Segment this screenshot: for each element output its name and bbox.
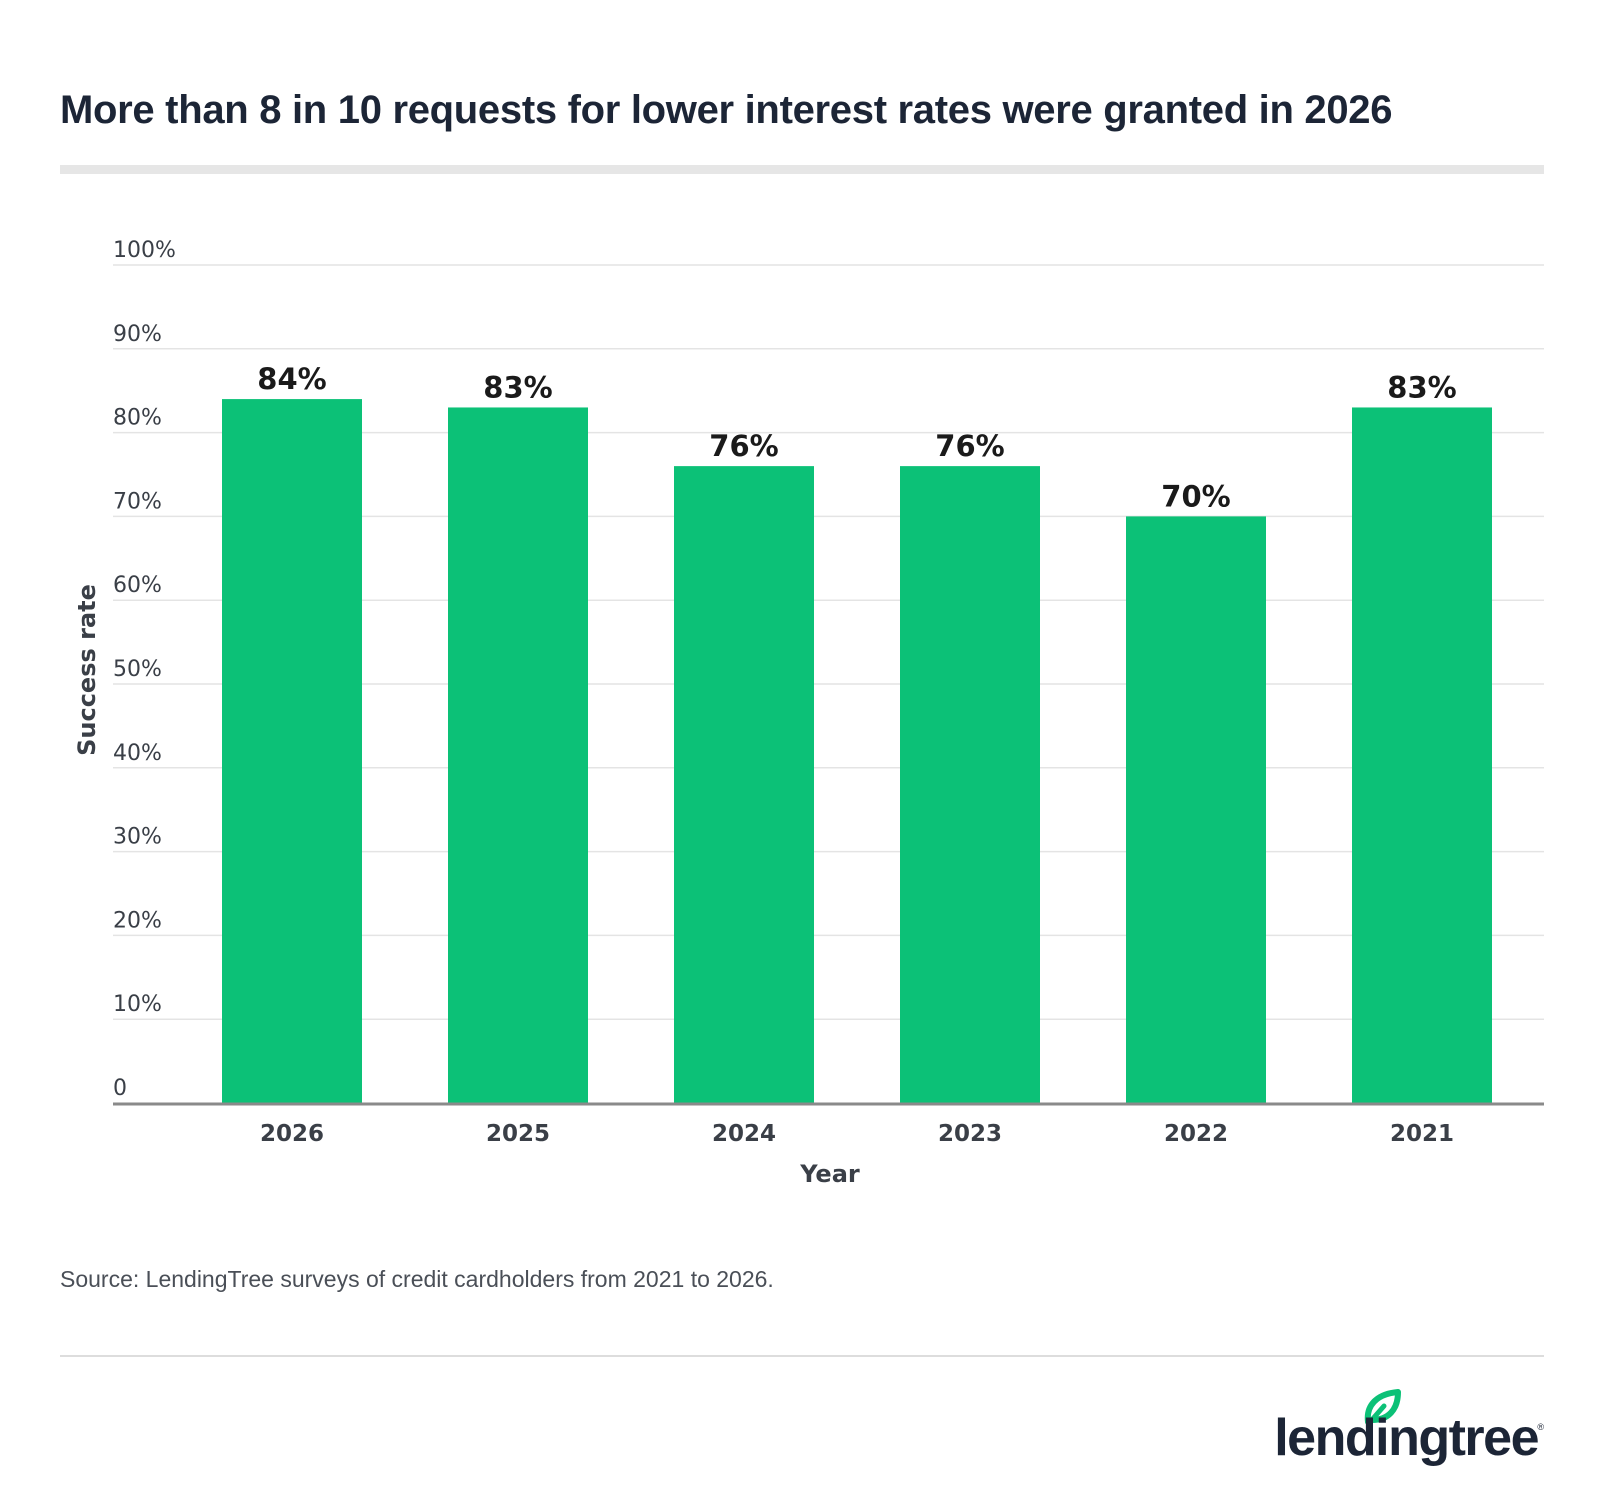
x-tick-label-2021: 2021 <box>1390 1121 1454 1147</box>
y-tick-label: 90% <box>113 322 162 347</box>
title-divider <box>60 165 1544 174</box>
bar-2021 <box>1352 407 1492 1104</box>
x-tick-label-2022: 2022 <box>1164 1121 1228 1147</box>
y-tick-label: 10% <box>113 992 162 1017</box>
y-tick-label: 40% <box>113 741 162 766</box>
bar-chart: 0 10% 20% 30% 40% 50% 60% 70% 80% 90% 100% 84% 83% 7… <box>73 238 1544 1188</box>
data-label-2024: 76% <box>709 429 778 463</box>
bar-2024 <box>674 466 814 1103</box>
data-label-2023: 76% <box>935 429 1004 463</box>
source-note: Source: LendingTree surveys of credit ca… <box>60 1266 774 1292</box>
x-axis-ticks: 2026 2025 2024 2023 2022 2021 <box>260 1121 1454 1147</box>
bar-2022 <box>1126 516 1266 1103</box>
logo-wordmark: lendingtree <box>1274 1409 1539 1467</box>
bar-2026 <box>222 399 362 1104</box>
y-tick-label: 30% <box>113 825 162 850</box>
data-label-2025: 83% <box>483 370 552 404</box>
chart-title: More than 8 in 10 requests for lower int… <box>60 88 1393 132</box>
lendingtree-logo: lendingtree ® <box>1244 1382 1544 1482</box>
data-label-2026: 84% <box>257 362 326 396</box>
bar-2023 <box>900 466 1040 1103</box>
y-tick-label: 50% <box>113 657 162 682</box>
y-tick-label: 80% <box>113 406 162 431</box>
x-axis-title: Year <box>799 1160 860 1188</box>
leaf-icon <box>1364 1389 1401 1425</box>
data-label-2021: 83% <box>1387 370 1456 404</box>
bars <box>222 399 1492 1104</box>
x-tick-label-2026: 2026 <box>260 1121 324 1147</box>
y-tick-label: 100% <box>113 238 176 263</box>
y-axis-title: Success rate <box>73 584 101 756</box>
footer-divider <box>60 1355 1544 1357</box>
bar-2025 <box>448 407 588 1104</box>
data-label-2022: 70% <box>1161 479 1230 513</box>
x-tick-label-2025: 2025 <box>486 1121 550 1147</box>
y-tick-label: 60% <box>113 573 162 598</box>
y-tick-label: 20% <box>113 908 162 933</box>
data-labels: 84% 83% 76% 76% 70% 83% <box>257 362 1456 513</box>
x-tick-label-2023: 2023 <box>938 1121 1002 1147</box>
x-tick-label-2024: 2024 <box>712 1121 776 1147</box>
y-tick-label: 0 <box>113 1076 127 1101</box>
registered-mark: ® <box>1537 1422 1544 1432</box>
y-tick-label: 70% <box>113 489 162 514</box>
y-axis-ticks: 0 10% 20% 30% 40% 50% 60% 70% 80% 90% 100% <box>113 238 176 1101</box>
